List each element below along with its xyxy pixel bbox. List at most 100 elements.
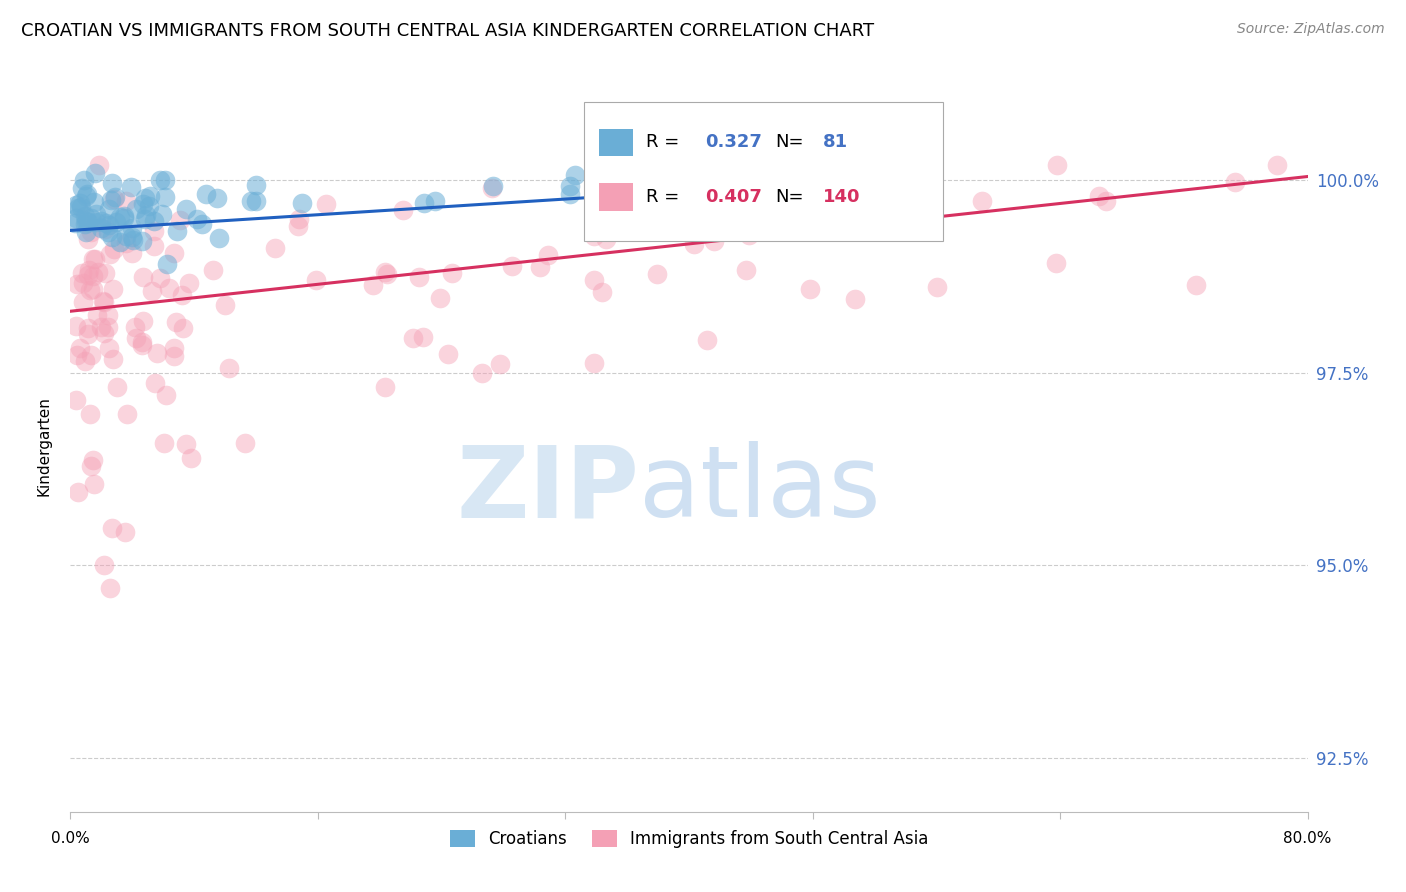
Point: [413, 196, 436, 211]
Point: [112, 211, 135, 225]
Point: [121, 230, 143, 244]
Point: [1223, 175, 1246, 189]
Point: [645, 207, 668, 221]
Point: [121, 246, 143, 260]
Point: [79, 407, 101, 421]
Point: [141, 284, 163, 298]
Text: 140: 140: [823, 188, 860, 206]
Point: [696, 333, 718, 347]
Point: [97, 308, 120, 322]
Point: [1265, 158, 1288, 172]
Point: [1088, 189, 1111, 203]
Point: [145, 346, 167, 360]
Point: [82, 269, 104, 284]
Y-axis label: Kindergarten: Kindergarten: [37, 396, 52, 496]
Point: [143, 239, 166, 253]
Point: [84, 215, 107, 229]
FancyBboxPatch shape: [583, 103, 942, 241]
Point: [90, 319, 112, 334]
Point: [481, 180, 503, 194]
Point: [162, 246, 184, 260]
Point: [707, 221, 730, 235]
Point: [115, 236, 138, 251]
Point: [131, 335, 153, 350]
Point: [725, 219, 748, 233]
Point: [69, 341, 91, 355]
Point: [240, 194, 263, 209]
Point: [77, 327, 100, 342]
Point: [471, 367, 494, 381]
Point: [84, 166, 107, 180]
Point: [143, 213, 166, 227]
Point: [70, 266, 93, 280]
Point: [112, 209, 135, 223]
Point: [481, 179, 503, 194]
Point: [374, 265, 396, 279]
Point: [97, 225, 120, 239]
Point: [869, 223, 891, 237]
Point: [103, 242, 125, 256]
Point: [121, 220, 143, 235]
Point: [664, 201, 686, 215]
Point: [69, 195, 91, 210]
Point: [630, 158, 652, 172]
Point: [77, 268, 100, 282]
Point: [682, 237, 704, 252]
Text: 0.327: 0.327: [704, 134, 762, 152]
Point: [138, 199, 160, 213]
Text: CROATIAN VS IMMIGRANTS FROM SOUTH CENTRAL ASIA KINDERGARTEN CORRELATION CHART: CROATIAN VS IMMIGRANTS FROM SOUTH CENTRA…: [21, 22, 875, 40]
Text: Source: ZipAtlas.com: Source: ZipAtlas.com: [1237, 22, 1385, 37]
Point: [165, 315, 187, 329]
Point: [560, 179, 582, 194]
Point: [80, 348, 103, 362]
Point: [90, 214, 112, 228]
Point: [720, 177, 742, 191]
Point: [131, 314, 153, 328]
Text: R =: R =: [645, 134, 685, 152]
Point: [143, 376, 166, 390]
Point: [93, 558, 115, 573]
Point: [186, 212, 208, 227]
Point: [163, 349, 186, 363]
Point: [82, 282, 104, 296]
Point: [75, 354, 97, 368]
Point: [602, 171, 624, 186]
Point: [583, 356, 606, 370]
Point: [402, 330, 425, 344]
Point: [115, 407, 138, 421]
Point: [201, 263, 224, 277]
Point: [124, 320, 146, 334]
Bar: [599, 184, 633, 211]
Point: [501, 260, 523, 274]
Point: [98, 581, 121, 595]
Point: [66, 201, 89, 215]
Point: [104, 215, 127, 229]
Point: [79, 458, 101, 473]
Point: [72, 277, 94, 291]
Point: [560, 186, 582, 201]
Point: [844, 292, 866, 306]
Point: [124, 331, 146, 345]
Point: [169, 213, 191, 227]
Point: [70, 181, 93, 195]
Point: [100, 193, 122, 207]
Point: [233, 436, 256, 450]
Point: [825, 158, 848, 172]
Point: [392, 202, 415, 217]
Point: [156, 256, 179, 270]
Point: [96, 216, 118, 230]
Point: [703, 234, 725, 248]
Point: [139, 189, 162, 203]
Text: N=: N=: [776, 134, 804, 152]
Point: [75, 225, 97, 239]
Point: [65, 216, 87, 230]
Point: [101, 521, 124, 535]
Point: [120, 180, 142, 194]
Point: [408, 270, 430, 285]
Point: [77, 215, 100, 229]
Point: [786, 161, 808, 176]
Point: [125, 202, 148, 217]
Text: 0.407: 0.407: [704, 188, 762, 206]
Point: [110, 235, 132, 250]
Point: [76, 187, 98, 202]
